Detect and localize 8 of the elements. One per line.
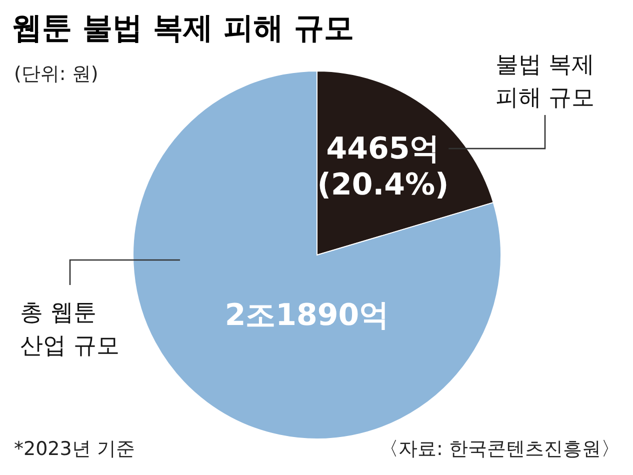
text: 〈자료: 한국콘텐츠진흥원〉: [380, 438, 620, 460]
chart-title: 웹툰 불법 복제 피해 규모: [12, 11, 354, 46]
slice-label: 불법 복제 피해 규모: [495, 52, 595, 111]
text: *2023년 기준: [14, 438, 135, 460]
data-label: 4465억 (20.4%): [317, 132, 449, 203]
slice-label: 총 웹툰 산업 규모: [20, 300, 120, 359]
text: 2조1890억: [224, 298, 390, 333]
text: (단위: 원): [14, 63, 98, 85]
